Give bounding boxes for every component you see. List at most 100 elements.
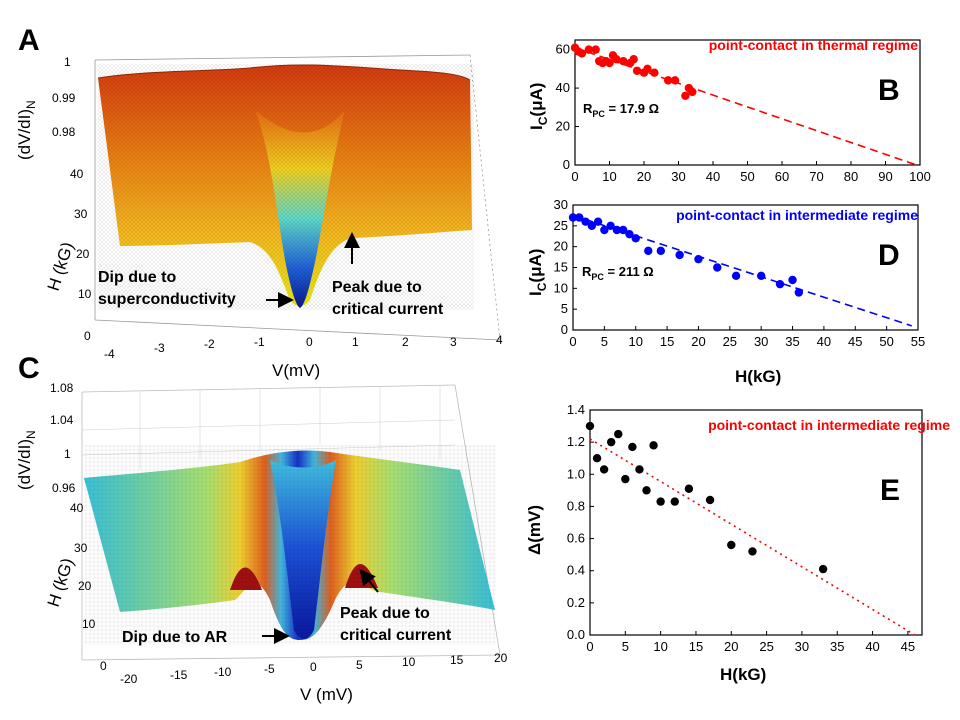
svg-text:IC(μA): IC(μA) [526, 249, 549, 296]
x-tick-label: 5 [601, 334, 608, 349]
svg-text:H (kG): H (kG) [44, 240, 78, 293]
data-point [642, 486, 651, 495]
x-tick-label: 0 [586, 639, 593, 654]
y-axis-label: IC(μA) [527, 83, 550, 130]
panel-letter: E [880, 474, 900, 507]
y-tick-label: 0.0 [567, 627, 585, 642]
svg-text:15: 15 [450, 653, 464, 667]
y-tick-label: 0.6 [567, 531, 585, 546]
y-tick-label: 60 [556, 42, 570, 57]
data-point [618, 225, 628, 235]
x-tick-label: 50 [740, 169, 754, 184]
x-tick-label: 45 [848, 334, 862, 349]
data-point [605, 58, 614, 68]
y-tick-label: 0 [563, 157, 570, 172]
data-point [643, 64, 652, 74]
data-point [592, 454, 602, 463]
x-tick-label: 20 [637, 169, 651, 184]
panel-c-dip-annotation: Dip due to AR [122, 629, 228, 646]
chart-b: 0 10 20 30 40 50 60 70 80 90 100 0 20 40 60 point-conta… [527, 37, 931, 184]
chart-title: point-contact in thermal regime [709, 37, 918, 53]
chart-d: 0 5 10 15 20 25 30 35 40 45 50 55 0 5 10 15 20 25 30 point-… [526, 197, 925, 386]
x-tick-label: 15 [689, 639, 703, 654]
data-point [684, 484, 694, 493]
panel-c-zticks: 1.04 [50, 413, 74, 427]
data-point [612, 55, 621, 64]
svg-text:H (kG): H (kG) [44, 556, 78, 609]
panel-a-letter: A [18, 24, 40, 57]
y-tick-label: 1.2 [567, 434, 585, 449]
data-point [606, 437, 616, 447]
data-point [644, 246, 653, 256]
panel-a-peak-annotation: Peak due to [332, 279, 422, 296]
x-tick-label: 25 [723, 334, 737, 349]
y-tick-label: 10 [554, 280, 568, 295]
y-tick-label: 1.0 [567, 466, 585, 481]
data-point [705, 495, 715, 505]
data-point [794, 288, 804, 297]
svg-text:-20: -20 [120, 672, 138, 686]
data-point [619, 56, 628, 66]
panel-c-hticks: 0 [100, 659, 107, 673]
x-tick-label: 30 [671, 169, 685, 184]
y-tick-label: 30 [554, 197, 568, 212]
panel-c-hticks: 10 [82, 617, 96, 631]
panel-c-letter: C [18, 352, 40, 385]
y-tick-label: 0.4 [567, 563, 585, 578]
data-point [606, 221, 615, 231]
svg-text:IC(μA): IC(μA) [527, 83, 550, 130]
y-tick-label: 15 [554, 260, 568, 275]
data-point [575, 213, 584, 222]
x-tick-label: 50 [879, 334, 893, 349]
data-point [748, 547, 757, 556]
data-point [675, 250, 684, 260]
panel-c-vlabel: V (mV) [300, 685, 353, 704]
x-tick-label: 80 [844, 169, 858, 184]
data-point [577, 49, 587, 58]
data-point [635, 465, 644, 474]
svg-text:5: 5 [356, 658, 363, 672]
panel-c-peak-annotation: critical current [340, 627, 452, 644]
svg-text:20: 20 [494, 651, 508, 665]
resistance-annotation: RPC = 211 Ω [582, 264, 654, 282]
data-point [591, 45, 600, 54]
x-tick-label: 0 [569, 334, 576, 349]
panel-c-zticks: 1.08 [50, 381, 74, 395]
x-tick-label: 100 [909, 169, 931, 184]
panel-a-dip-annotation: Dip due to [98, 269, 176, 286]
panel-a: A 1 0.99 0.98 (dV/dI)N 40 30 20 10 0 H (… [15, 24, 503, 380]
panel-c-hticks: 30 [74, 541, 88, 555]
data-point [621, 474, 630, 484]
data-point [775, 279, 785, 289]
panel-c-hticks: 40 [70, 501, 84, 515]
x-tick-label: 10 [628, 334, 642, 349]
data-point [788, 275, 797, 285]
x-tick-label: 15 [660, 334, 674, 349]
panel-c-hticks: 20 [78, 579, 92, 593]
panel-a-vlabel: V(mV) [272, 361, 320, 380]
y-axis-label: IC(μA) [526, 249, 549, 296]
data-point [681, 91, 690, 100]
data-point [656, 246, 666, 256]
panel-c-peak-arrow [359, 568, 379, 593]
data-point [632, 66, 642, 75]
panel-letter: B [878, 74, 900, 107]
panel-a-mesh [98, 64, 474, 310]
y-axis-label: Δ(mV) [525, 505, 544, 555]
data-point [629, 55, 638, 64]
data-point [584, 45, 593, 54]
panel-c-zticks: 0.96 [52, 481, 76, 495]
x-tick-label: 40 [865, 639, 879, 654]
svg-text:1: 1 [352, 335, 359, 349]
svg-text:4: 4 [496, 333, 503, 347]
panel-a-hticks: 40 [70, 167, 84, 181]
y-tick-label: 0.8 [567, 498, 585, 513]
panel-a-zlabel: (dV/dI)N [15, 100, 38, 160]
x-axis-label: H(kG) [720, 665, 766, 684]
panel-a-vticks: -4 -3 -2 -1 0 1 2 3 4 [104, 333, 503, 361]
data-point [614, 429, 623, 439]
x-tick-label: 30 [795, 639, 809, 654]
panel-c-zticks: 1 [64, 447, 71, 461]
panel-c-hlabel: H (kG) [44, 556, 78, 609]
x-tick-label: 60 [775, 169, 789, 184]
